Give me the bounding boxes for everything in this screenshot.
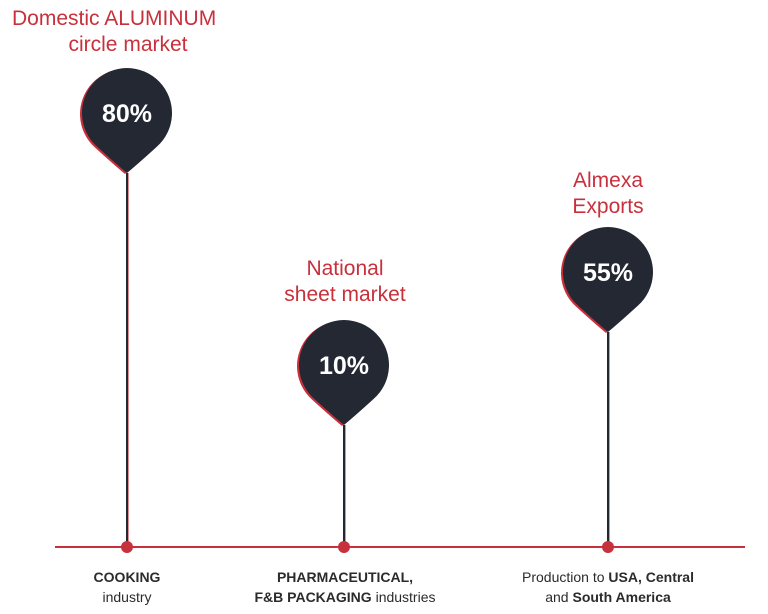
pin-value: 80%	[102, 100, 152, 128]
caption-text: Production to	[522, 569, 609, 585]
marker-title-domestic: Domestic ALUMINUM circle market	[12, 7, 217, 56]
caption-text: and	[545, 589, 573, 605]
caption-cooking: COOKING industry	[94, 567, 161, 607]
caption-exports: Production to USA, Central and South Amer…	[522, 567, 694, 607]
caption-text: PHARMACEUTICAL,	[276, 569, 414, 585]
caption-text: industry	[102, 589, 152, 605]
caption-text: USA, Central	[608, 569, 694, 585]
caption-line: Production to USA, Central	[522, 567, 694, 587]
caption-line: PHARMACEUTICAL,	[255, 567, 436, 587]
caption-text: South America	[572, 589, 671, 605]
marker-title-exports: Almexa Exports	[572, 169, 644, 218]
pin-value: 55%	[583, 259, 633, 287]
pin-marker	[299, 320, 389, 425]
marker-title-national: National sheet market	[284, 257, 406, 306]
caption-line: and South America	[522, 587, 694, 607]
baseline-dot	[121, 541, 133, 553]
caption-line: COOKING	[94, 567, 161, 587]
pin-marker	[81, 68, 172, 173]
caption-line: F&B PACKAGING industries	[255, 587, 436, 607]
caption-pharmaceutical: PHARMACEUTICAL, F&B PACKAGING industries	[255, 567, 436, 607]
pin-value: 10%	[319, 352, 369, 380]
caption-text: COOKING	[93, 569, 161, 585]
pin-marker	[563, 227, 653, 332]
caption-line: industry	[94, 587, 161, 607]
baseline-dot	[338, 541, 350, 553]
caption-text: F&B PACKAGING	[254, 589, 372, 605]
baseline-dot	[602, 541, 614, 553]
caption-text: industries	[371, 589, 436, 605]
